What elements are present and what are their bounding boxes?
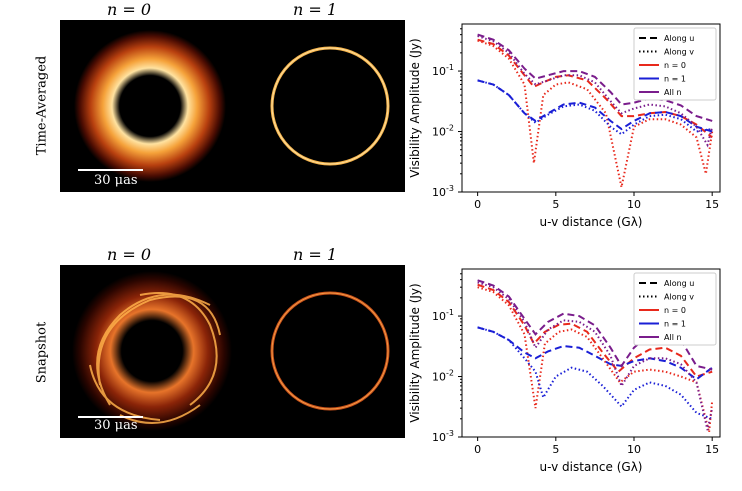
series-line [477, 79, 713, 136]
legend-label: Along v [664, 48, 694, 57]
panel-title-row2-n1: n = 1 [292, 245, 338, 264]
x-tick-label: 15 [705, 443, 719, 456]
series-line [477, 326, 713, 381]
y-tick-label: 10-1 [432, 308, 454, 323]
legend-label: n = 0 [664, 61, 686, 70]
panel-title-row1-n1: n = 1 [292, 0, 338, 19]
y-tick-label: 10-2 [432, 369, 454, 384]
y-tick-label: 10-3 [432, 184, 454, 199]
legend-label: All n [664, 333, 682, 342]
scale-bar-label-row2: 30 μas [94, 418, 138, 433]
x-axis-label: u-v distance (Gλ) [540, 460, 643, 474]
legend-box [633, 272, 717, 346]
plot-frame [461, 268, 721, 438]
series-line [477, 326, 713, 420]
legend-label: Along u [664, 34, 694, 43]
plot-frame [461, 23, 721, 193]
spiral-arms [89, 292, 221, 424]
scale-bar-label-row1: 30 μas [94, 173, 138, 188]
x-tick-label: 0 [474, 198, 481, 211]
row-label-snapshot: Snapshot [34, 321, 50, 384]
series-line [477, 283, 713, 378]
x-tick-label: 5 [552, 443, 559, 456]
photon-ring-highlight [271, 47, 389, 165]
y-axis-label: Visibility Amplitude (Jy) [408, 283, 422, 422]
x-tick-label: 0 [474, 443, 481, 456]
y-axis-label: Visibility Amplitude (Jy) [408, 38, 422, 177]
photon-ring-highlight [271, 292, 389, 410]
series-line [477, 39, 714, 188]
image-row2 [60, 265, 405, 438]
series-line [477, 281, 714, 431]
panel-title-row1-n0: n = 0 [106, 0, 152, 19]
blackhole-ring-n0 [74, 30, 226, 182]
legend-label: n = 1 [664, 320, 686, 329]
legend-label: All n [664, 88, 682, 97]
legend-label: Along v [664, 293, 694, 302]
x-tick-label: 5 [552, 198, 559, 211]
legend-box [633, 27, 717, 101]
series-line [477, 79, 713, 133]
x-axis-label: u-v distance (Gλ) [540, 215, 643, 229]
series-line [477, 33, 713, 122]
y-tick-label: 10-1 [432, 63, 454, 78]
y-tick-label: 10-2 [432, 124, 454, 139]
legend-label: n = 1 [664, 75, 686, 84]
y-tick-label: 10-3 [432, 429, 454, 444]
legend-label: n = 0 [664, 306, 686, 315]
visibility-chart-snapshot: 0 5 10 15 10-3 10-2 10-1 u-v distance (Gλ) Visib… [408, 268, 721, 474]
x-tick-label: 10 [627, 198, 641, 211]
panel-title-row2-n0: n = 0 [106, 245, 152, 264]
visibility-chart-time-averaged: 0 5 10 15 10-3 10-2 10-1 u-v distance (Gλ) Visib… [408, 23, 721, 229]
blackhole-snapshot-n0 [72, 271, 232, 431]
legend-label: Along u [664, 279, 694, 288]
image-row1 [60, 20, 405, 192]
series-line [477, 286, 714, 433]
x-tick-label: 15 [705, 198, 719, 211]
x-tick-label: 10 [627, 443, 641, 456]
row-label-time-averaged: Time-Averaged [34, 55, 50, 156]
